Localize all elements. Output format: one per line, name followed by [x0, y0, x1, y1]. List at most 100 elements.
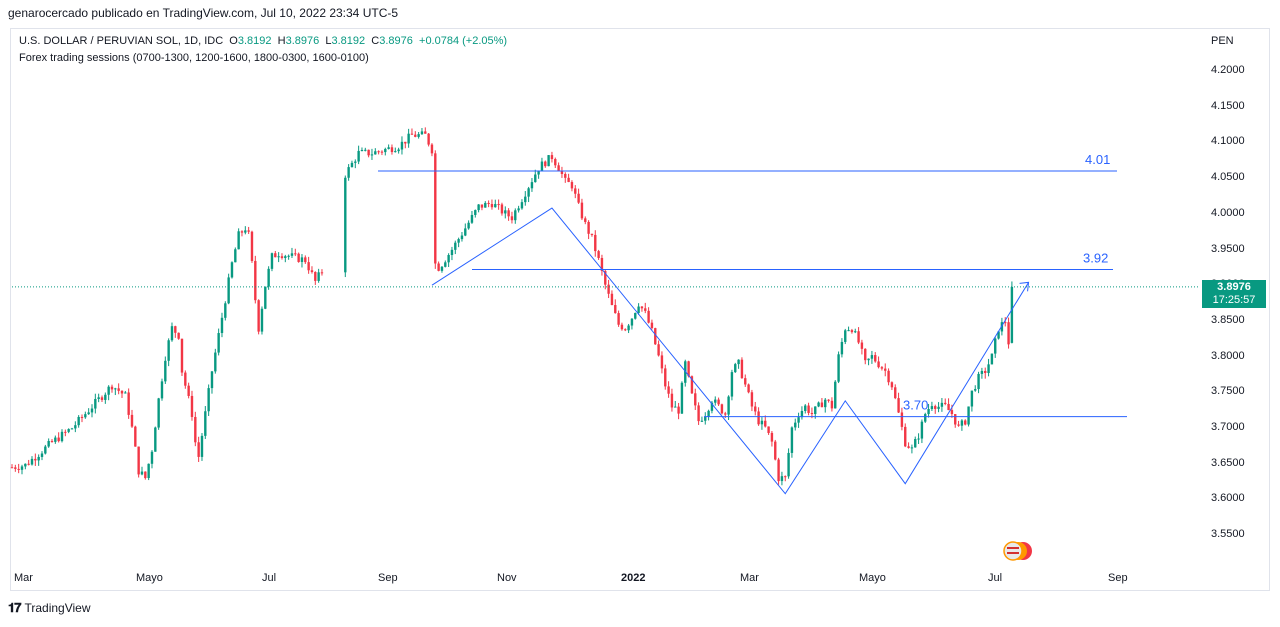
candle-body	[557, 165, 560, 171]
candle-body	[354, 161, 357, 163]
candle-body	[930, 406, 934, 410]
candle-body	[287, 255, 290, 257]
candle-body	[240, 231, 244, 233]
candle-body	[190, 395, 194, 417]
flag-stripe	[1007, 547, 1019, 549]
candle-body	[610, 293, 614, 306]
candle-body	[910, 447, 914, 449]
candle-body	[244, 230, 247, 233]
candle-body	[377, 151, 380, 153]
candle-body	[830, 400, 834, 409]
candle-body	[950, 410, 954, 415]
candle-body	[84, 414, 87, 418]
candle-body	[907, 446, 910, 448]
candle-body	[277, 256, 280, 258]
candle-body	[107, 386, 110, 395]
candle-body	[584, 218, 587, 222]
candle-body	[130, 414, 134, 427]
candle-body	[230, 262, 234, 278]
candle-body	[630, 318, 634, 326]
candle-body	[604, 270, 607, 285]
candle-body	[370, 154, 374, 156]
candle-body	[100, 397, 104, 400]
candle-body	[710, 402, 714, 411]
level-label: 3.70	[903, 398, 928, 413]
candle-body	[980, 370, 984, 374]
candle-body	[210, 371, 214, 389]
candle-body	[777, 459, 780, 482]
candle-body	[507, 210, 510, 217]
candle-body	[880, 367, 884, 369]
candle-body	[690, 376, 694, 394]
candle-body	[260, 308, 264, 332]
close-label: C	[371, 35, 380, 47]
candle-body	[920, 421, 924, 439]
candle-body	[867, 358, 870, 361]
candle-body	[170, 326, 174, 341]
candle-body	[700, 420, 704, 422]
x-tick-label: Mayo	[136, 572, 163, 584]
candle-body	[977, 373, 980, 390]
candle-body	[774, 441, 777, 460]
candle-body	[374, 151, 377, 155]
candle-body	[660, 355, 664, 369]
candle-body	[580, 202, 584, 219]
symbol-title[interactable]: U.S. DOLLAR / PERUVIAN SOL, 1D, IDC	[19, 35, 224, 47]
candle-body	[184, 372, 187, 386]
candle-body	[424, 131, 427, 134]
candle-body	[207, 388, 210, 412]
candle-body	[384, 148, 387, 153]
candle-body	[307, 262, 310, 271]
candle-body	[680, 382, 684, 414]
candle-body	[87, 412, 90, 415]
candle-body	[974, 389, 977, 391]
candle-body	[947, 403, 950, 411]
candle-body	[447, 255, 450, 263]
candle-body	[297, 253, 300, 262]
footer-brand[interactable]: TradingView	[24, 601, 91, 615]
candle-body	[934, 406, 937, 409]
candle-body	[437, 263, 440, 271]
candle-body	[987, 364, 990, 374]
candle-body	[647, 310, 650, 323]
candle-body	[200, 435, 204, 457]
candle-body	[640, 306, 644, 309]
candle-body	[844, 330, 847, 342]
candle-body	[737, 359, 740, 365]
candle-body	[847, 330, 850, 332]
candle-body	[234, 249, 237, 263]
y-tick-label: 4.1000	[1211, 135, 1245, 148]
candle-body	[400, 141, 404, 150]
candle-body	[870, 355, 874, 359]
candle-body	[730, 372, 734, 397]
candle-body	[937, 406, 940, 409]
candle-body	[144, 471, 147, 479]
candle-body	[74, 425, 77, 429]
y-tick-label: 3.5500	[1211, 528, 1245, 541]
candle-body	[167, 340, 170, 361]
candle-body	[120, 390, 124, 394]
candle-body	[697, 405, 700, 422]
x-tick-label: Jul	[988, 572, 1003, 584]
tradingview-logo-icon[interactable]: 𝟏𝟕	[8, 600, 22, 615]
indicator-legend[interactable]: Forex trading sessions (0700-1300, 1200-…	[19, 52, 369, 64]
candle-body	[460, 235, 464, 240]
candle-body	[380, 151, 384, 153]
candle-body	[197, 442, 200, 457]
candle-body	[140, 471, 144, 475]
candle-body	[634, 312, 637, 319]
x-tick-label: Sep	[1108, 572, 1128, 584]
candle-body	[247, 230, 250, 232]
candle-body	[677, 406, 680, 414]
candle-body	[850, 330, 854, 333]
candle-body	[27, 463, 30, 465]
x-tick-label: Mar	[14, 572, 33, 584]
chart-frame[interactable]	[10, 28, 1270, 591]
candle-body	[24, 463, 27, 467]
candle-body	[14, 467, 17, 469]
y-tick-label: 3.6500	[1211, 456, 1245, 469]
candle-body	[890, 382, 894, 388]
candle-body	[744, 378, 747, 385]
candle-body	[967, 406, 970, 425]
